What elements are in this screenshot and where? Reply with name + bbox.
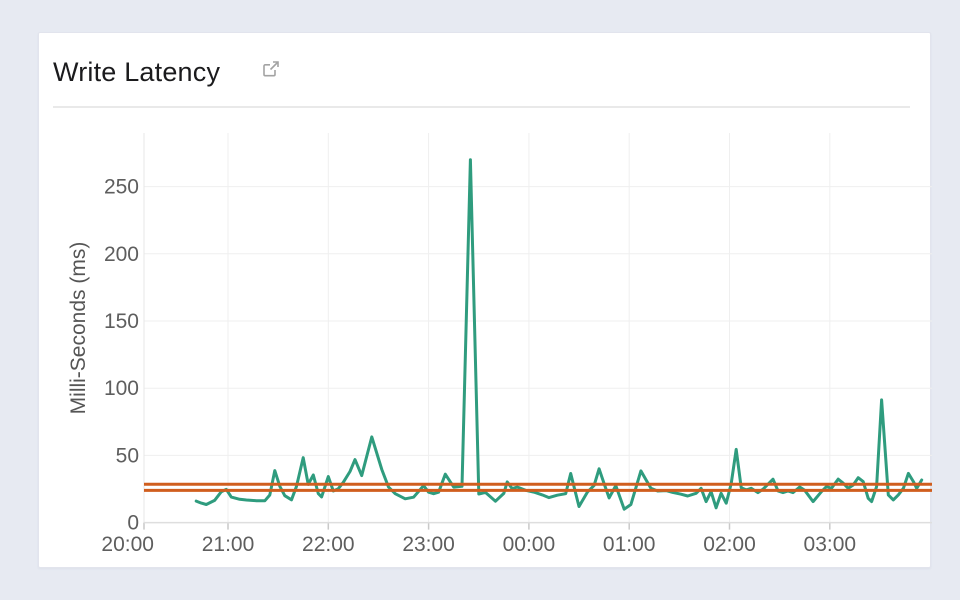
latency-chart[interactable]: 0 50 100 150 200 250 20:00 21:00 22:00 23:00 00:00… xyxy=(39,33,932,569)
y-tick-label: 200 xyxy=(104,243,139,266)
panel-header: Write Latency xyxy=(39,33,930,107)
x-tick-label: 21:00 xyxy=(202,533,255,556)
x-tick-label: 00:00 xyxy=(503,533,556,556)
write-latency-panel: 0 50 100 150 200 250 20:00 21:00 22:00 23:00 00:00… xyxy=(38,32,932,569)
y-tick-label: 0 xyxy=(127,512,139,535)
y-tick-label: 50 xyxy=(116,444,139,467)
x-tick-label: 03:00 xyxy=(804,533,857,556)
y-tick-label: 150 xyxy=(104,310,139,333)
y-tick-label: 250 xyxy=(104,176,139,199)
x-tick-label: 02:00 xyxy=(703,533,756,556)
latency-series-line[interactable] xyxy=(194,158,924,511)
x-tick-label: 20:00 xyxy=(101,533,154,556)
y-tick-label: 100 xyxy=(104,377,139,400)
header-divider xyxy=(53,106,910,108)
x-tick-label: 22:00 xyxy=(302,533,355,556)
external-link-icon[interactable] xyxy=(261,59,281,79)
panel-title: Write Latency xyxy=(53,57,221,87)
y-axis-title: Milli-Seconds (ms) xyxy=(67,242,90,415)
x-tick-label: 01:00 xyxy=(603,533,656,556)
x-tick-label: 23:00 xyxy=(402,533,455,556)
